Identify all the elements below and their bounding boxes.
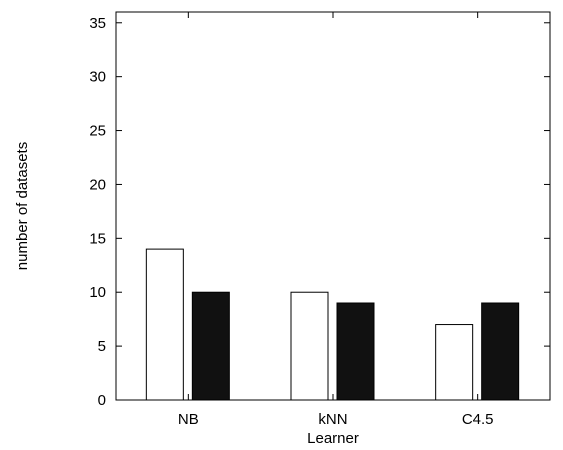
bar-black-knn xyxy=(336,302,375,401)
y-tick-label: 20 xyxy=(89,176,106,193)
bar-black-c45 xyxy=(481,302,520,401)
bar-black-nb xyxy=(191,291,230,401)
y-tick-label: 0 xyxy=(98,392,106,409)
y-tick-label: 15 xyxy=(89,230,106,247)
bar-white-c45 xyxy=(435,324,474,401)
y-tick-label: 10 xyxy=(89,284,106,301)
x-axis-ticks: NB kNN C4.5 xyxy=(178,12,494,428)
y-tick-label: 35 xyxy=(89,15,106,32)
x-tick-label: NB xyxy=(178,411,199,428)
bar-white-knn xyxy=(290,291,329,401)
y-tick-label: 25 xyxy=(89,123,106,140)
y-axis-ticks: 0 5 10 15 20 25 30 35 xyxy=(89,15,550,409)
x-axis-label: Learner xyxy=(307,430,359,447)
y-tick-label: 5 xyxy=(98,338,106,355)
y-tick-label: 30 xyxy=(89,69,106,86)
x-tick-label: kNN xyxy=(318,411,347,428)
bar-white-nb xyxy=(145,248,184,401)
x-tick-label: C4.5 xyxy=(462,411,494,428)
bars xyxy=(145,248,520,401)
y-axis-label: number of datasets xyxy=(14,142,31,270)
